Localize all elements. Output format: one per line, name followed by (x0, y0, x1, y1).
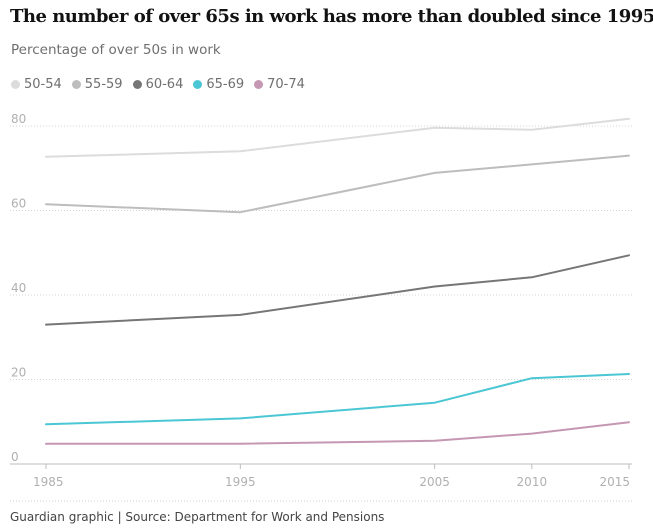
chart-subtitle: Percentage of over 50s in work (11, 42, 221, 58)
series-line-60-64 (45, 254, 630, 326)
y-tick-label-0: 0 (11, 450, 19, 464)
legend-label: 70-74 (267, 77, 305, 92)
legend-label: 60-64 (145, 77, 184, 92)
x-tick-label-2015: 2015 (599, 475, 630, 489)
legend-label: 50-54 (24, 77, 62, 92)
legend-item-70-74: 70-74 (254, 77, 305, 92)
y-tick-label-40: 40 (11, 281, 26, 295)
y-tick-label-20: 20 (11, 366, 26, 380)
legend-label: 65-69 (206, 77, 245, 92)
legend-label: 55-59 (84, 77, 123, 92)
legend-item-60-64: 60-64 (132, 77, 184, 92)
y-tick-label-80: 80 (11, 112, 26, 126)
chart-title: The number of over 65s in work has more … (10, 6, 653, 27)
legend-swatch-icon (11, 80, 20, 89)
series-line-55-59 (45, 154, 630, 214)
legend-item-55-59: 55-59 (71, 77, 123, 92)
x-tick-label-1985: 1985 (33, 475, 64, 489)
x-tick-label-2010: 2010 (517, 475, 548, 489)
legend-swatch-icon (254, 80, 264, 89)
legend-swatch-icon (193, 80, 203, 89)
source-note: Guardian graphic | Source: Department fo… (10, 510, 385, 524)
legend-swatch-icon (71, 80, 81, 89)
series-line-65-69 (45, 373, 630, 426)
y-tick-label-60: 60 (11, 197, 26, 211)
chart-legend: 50-54 55-59 60-64 65-69 70-74 (11, 77, 315, 92)
x-tick-label-2005: 2005 (419, 475, 450, 489)
series-line-70-74 (45, 421, 630, 445)
series-line-50-54 (45, 117, 630, 158)
legend-item-50-54: 50-54 (11, 77, 62, 92)
legend-swatch-icon (132, 80, 142, 89)
legend-item-65-69: 65-69 (193, 77, 244, 92)
x-tick-label-1995: 1995 (225, 475, 256, 489)
